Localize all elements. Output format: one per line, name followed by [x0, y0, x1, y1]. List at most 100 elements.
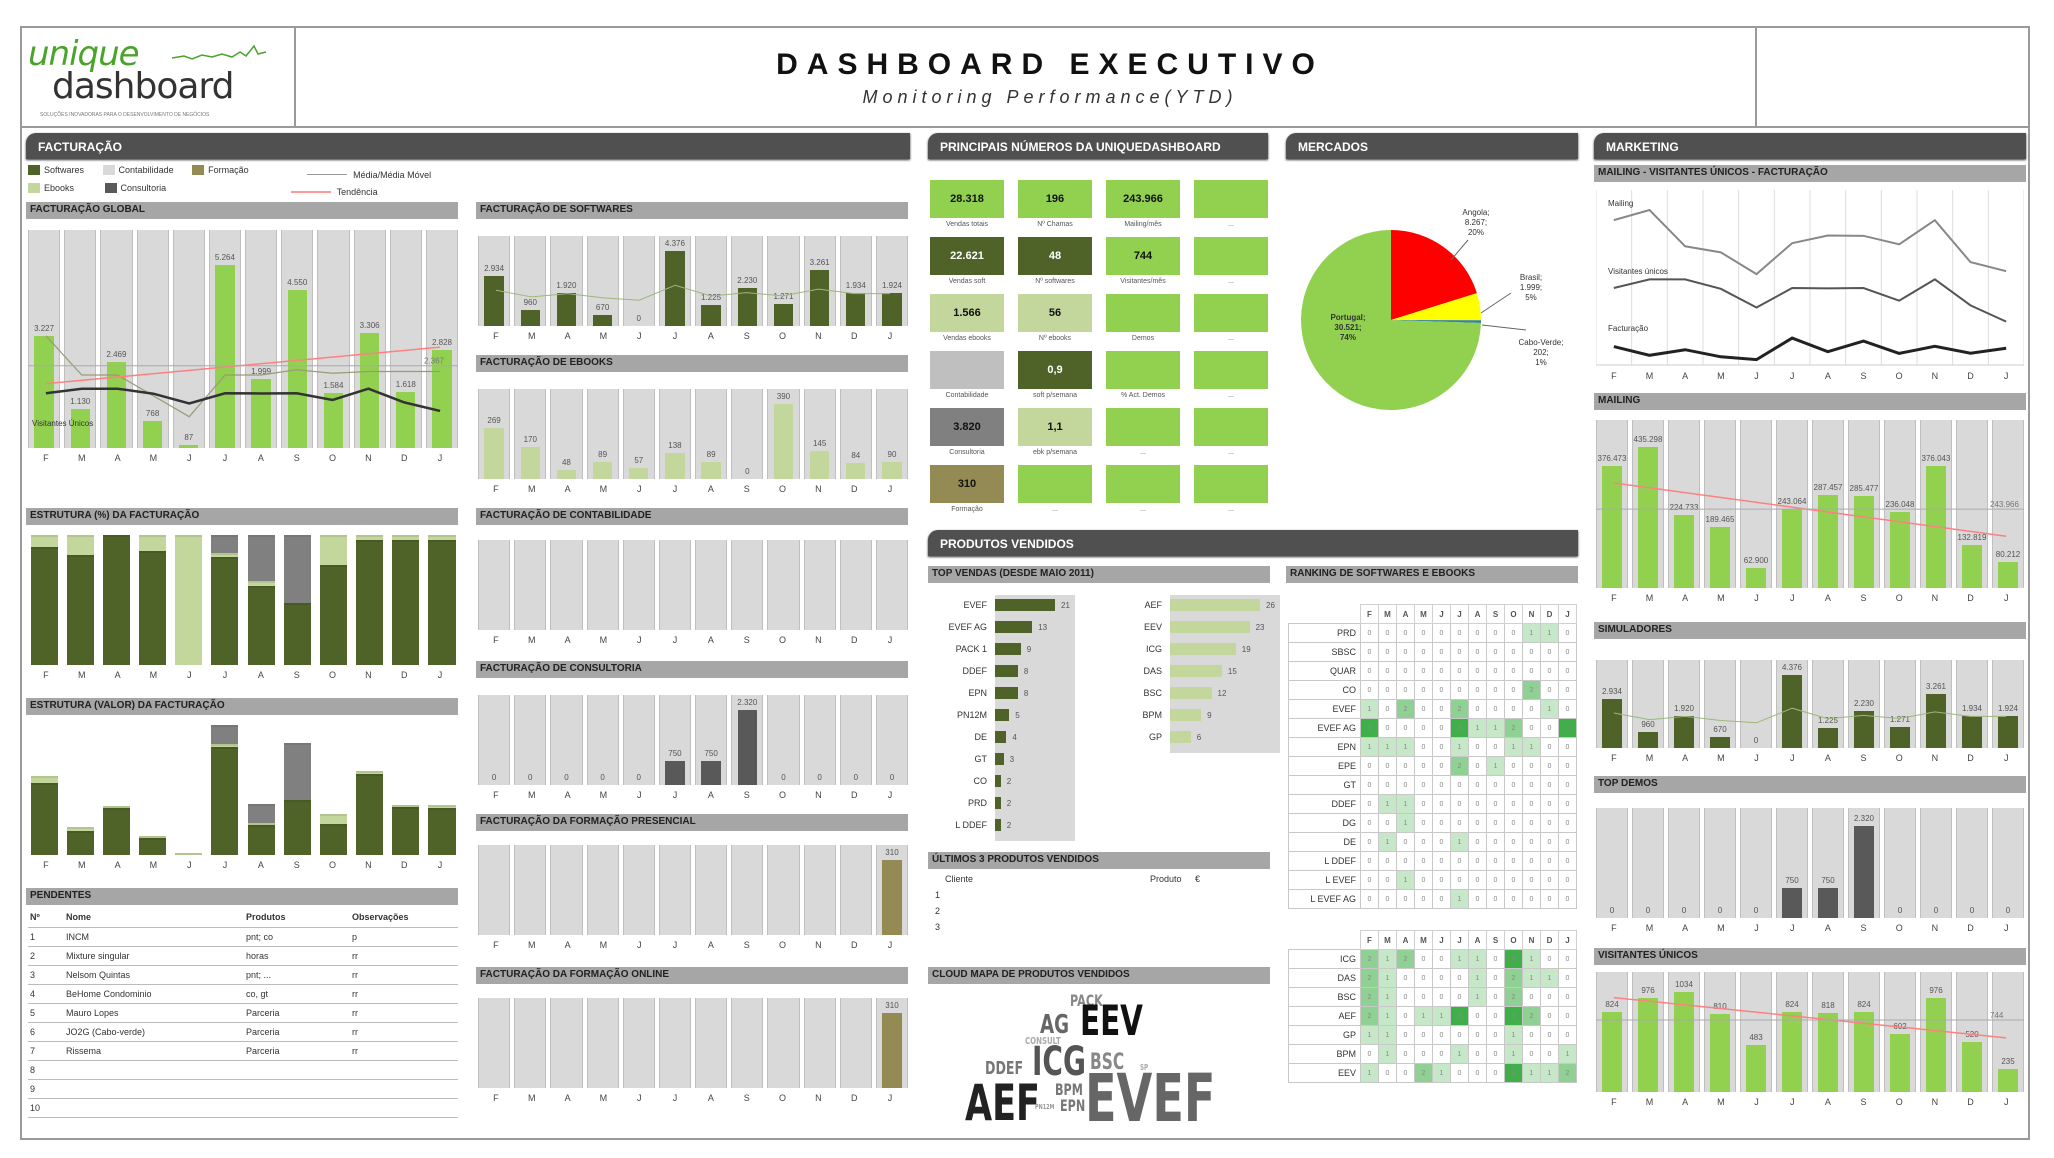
x-tick: D	[1967, 923, 1974, 933]
bar-column: 4.376	[658, 236, 692, 326]
heat-cell: 3	[1558, 718, 1577, 738]
bar-column: 1.618	[389, 230, 422, 448]
table-cell	[350, 1079, 458, 1099]
col-cliente: Cliente	[945, 874, 974, 884]
bar-column: 0	[1992, 808, 2024, 918]
x-tick: M	[1645, 753, 1654, 763]
x-tick: D	[850, 484, 858, 494]
x-tick: A	[707, 1093, 714, 1103]
table-cell: 9	[28, 1079, 64, 1099]
bar-column: 0	[803, 695, 836, 785]
data-label: 89	[598, 449, 608, 459]
bar-segment-softwares	[283, 602, 311, 665]
heat-cell: 1	[1378, 794, 1397, 814]
kpi-tile: 48	[1018, 237, 1092, 275]
hbar-row: BSC 12	[1110, 687, 1226, 699]
bar-column: 0	[586, 695, 619, 785]
bar	[773, 304, 794, 326]
x-tick: F	[43, 860, 49, 870]
bar-plot	[478, 540, 909, 630]
bar-column: 1034	[1668, 972, 1700, 1092]
heat-row-label: BSC	[1288, 987, 1361, 1007]
cloud-word: EVEF	[1085, 1060, 1216, 1137]
bar-column: 0	[550, 695, 583, 785]
table-cell: rr	[350, 984, 458, 1004]
heat-cell: 0	[1522, 851, 1541, 871]
hbar	[995, 687, 1018, 699]
bar-column: 80.212	[1992, 420, 2024, 588]
bar	[1854, 826, 1874, 918]
bar-column: 48	[550, 389, 583, 479]
bar-column: 138	[658, 389, 692, 479]
heat-cell: 1	[1486, 756, 1505, 776]
heat-cell: 0	[1432, 642, 1451, 662]
heat-cell: 1	[1504, 737, 1523, 757]
data-label: 435.298	[1633, 435, 1663, 445]
heat-cell: 0	[1450, 851, 1469, 871]
bar-segment-ebooks	[319, 814, 347, 824]
bar	[1782, 888, 1802, 918]
bar-column: 4.550	[281, 230, 314, 448]
table-row: 6 JO2G (Cabo-verde) Parceria rr	[28, 1022, 458, 1042]
heat-cell: 0	[1414, 813, 1433, 833]
mvf-lines: Mailing Visitantes únicos Facturação F M A M J J…	[1595, 190, 2025, 381]
bar-column: 824	[1596, 972, 1628, 1092]
heat-cell: 0	[1396, 756, 1415, 776]
svg-text:J: J	[1790, 371, 1795, 381]
table-row: 2 Mixture singular horas rr	[28, 946, 458, 966]
kpi-label: Vendas ebooks	[943, 335, 991, 342]
bar-column	[658, 845, 692, 935]
bar-column: 145	[803, 389, 836, 479]
hbar	[995, 599, 1055, 611]
bar-column	[281, 535, 313, 665]
x-tick: M	[527, 940, 536, 950]
bar-column: 818	[1812, 972, 1844, 1092]
x-tick: D	[850, 331, 858, 341]
heat-cell: 1	[1396, 737, 1415, 757]
kpi-label: soft p/semana	[1033, 392, 1077, 399]
x-tick: N	[1931, 753, 1939, 763]
heat-cell: 0	[1414, 870, 1433, 890]
heat-cell: 0	[1414, 699, 1433, 719]
heat-cell: 1	[1468, 949, 1487, 969]
heat-cell: 1	[1540, 623, 1559, 643]
bar-segment-softwares	[66, 554, 94, 665]
data-label: 1.920	[1673, 704, 1695, 714]
heat-cell: 1	[1522, 1063, 1541, 1083]
chart-overlay	[1613, 707, 2007, 724]
table-cell: 5	[28, 1003, 64, 1023]
bar	[882, 860, 902, 935]
bar	[809, 451, 830, 479]
x-tick: N	[815, 790, 822, 800]
heat-cell: 0	[1486, 623, 1505, 643]
x-tick: M	[599, 940, 608, 950]
bar-segment-ebooks	[319, 535, 347, 565]
kpi-label: Mailing/mês	[1124, 221, 1162, 228]
kpi-label: ...	[1140, 506, 1146, 513]
bar-column	[586, 540, 619, 630]
bar	[556, 293, 577, 326]
x-tick: M	[149, 670, 158, 680]
data-label: 0	[1645, 906, 1651, 915]
heat-cell: 0	[1486, 851, 1505, 871]
heat-cell: 0	[1522, 889, 1541, 909]
bar	[34, 335, 54, 448]
heat-cell: 0	[1540, 661, 1559, 681]
x-tick: A	[564, 790, 571, 800]
x-tick: F	[493, 1093, 499, 1103]
data-label: 976	[1929, 985, 1943, 995]
heat-cell: 0	[1468, 1063, 1487, 1083]
x-tick: J	[1754, 593, 1759, 603]
data-label: 287.457	[1813, 483, 1843, 493]
hbar-value: 8	[1023, 688, 1029, 698]
kpi-label: Demos	[1131, 335, 1155, 342]
heat-cell: 2	[1450, 699, 1469, 719]
heat-cell: 0	[1378, 1063, 1397, 1083]
table-cell: rr	[350, 1003, 458, 1023]
x-tick: N	[365, 453, 372, 463]
heat-cell: 0	[1504, 699, 1523, 719]
heat-cell: 1	[1468, 968, 1487, 988]
heat-cell: 0	[1378, 661, 1397, 681]
x-tick: S	[293, 860, 300, 870]
